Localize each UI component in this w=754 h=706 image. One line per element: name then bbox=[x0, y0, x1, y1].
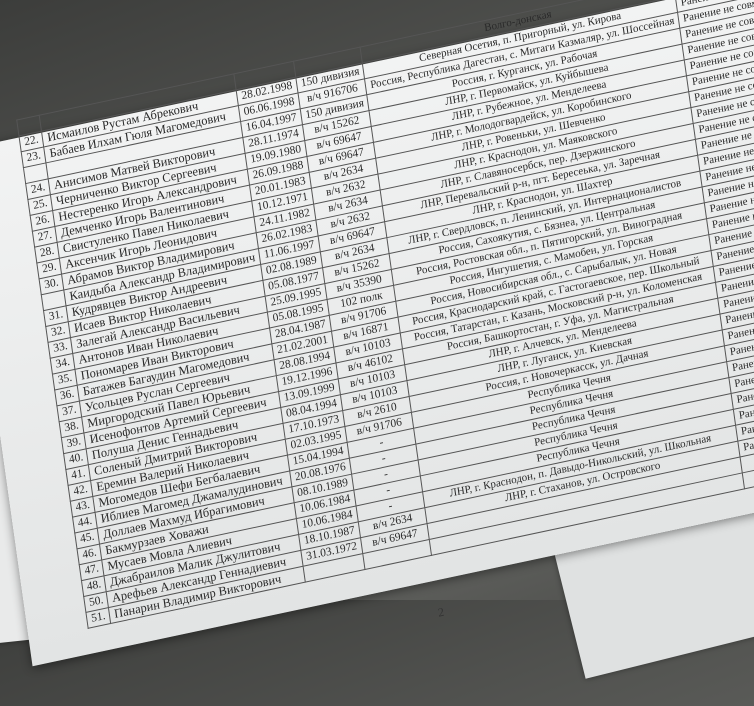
page-number: 2 bbox=[437, 604, 445, 620]
casualty-table: Волго-донская 22. Исмаилов Рустам Абреков… bbox=[16, 0, 754, 629]
